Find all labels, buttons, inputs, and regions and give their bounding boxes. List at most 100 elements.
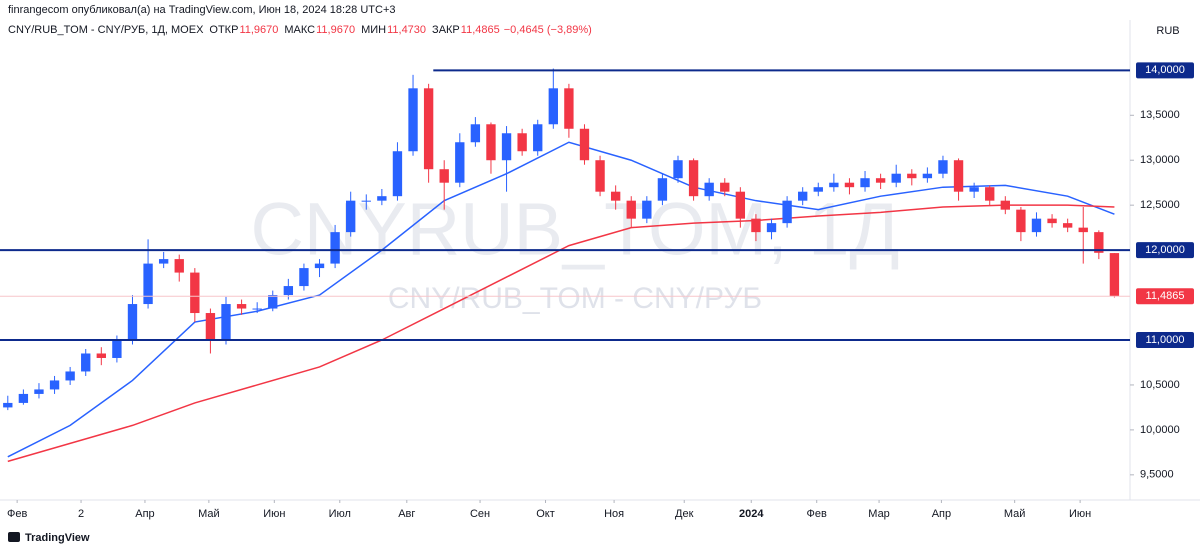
level-label-box — [1136, 62, 1194, 79]
candle-body — [112, 340, 122, 358]
y-tick-label: 13,5000 — [1140, 109, 1180, 121]
candle-body — [470, 124, 481, 143]
legend-item: МАКС — [284, 24, 315, 36]
candle-body — [127, 304, 138, 340]
x-tick-label: Ноя — [604, 508, 624, 520]
candle-body — [1109, 253, 1120, 297]
candle-body — [408, 88, 418, 152]
candle-body — [439, 169, 449, 183]
x-tick-label: Июн — [263, 508, 285, 520]
candle-body — [314, 263, 325, 269]
candle-body — [330, 232, 340, 264]
candle-body — [642, 200, 652, 219]
x-tick-label: Окт — [536, 508, 555, 520]
candle-body — [610, 191, 621, 201]
x-tick-label: Май — [1004, 508, 1026, 520]
candle-body — [517, 133, 527, 152]
candle-body — [190, 272, 200, 314]
logo-icon — [8, 532, 20, 542]
x-tick-label: Июн — [1069, 508, 1091, 520]
x-tick-label: Апр — [932, 508, 951, 520]
candle-body — [236, 304, 247, 309]
candle-body — [283, 286, 294, 296]
last-price-box — [1136, 288, 1194, 305]
candle-body — [501, 133, 512, 161]
candle-body — [860, 178, 870, 188]
legend-item: МИН — [361, 24, 386, 36]
x-tick-label: Июл — [329, 508, 351, 520]
legend-item: 11,9670 — [239, 24, 278, 36]
logo-text: TradingView — [25, 532, 90, 544]
publish-header: finrangecom опубликовал(а) на TradingVie… — [8, 4, 395, 16]
candle-body — [49, 380, 60, 390]
x-tick-label: Мар — [868, 508, 890, 520]
candle-body — [423, 88, 434, 170]
x-tick-label: Авг — [398, 508, 415, 520]
candle-body — [205, 313, 216, 340]
candle-body — [766, 223, 777, 233]
legend-item: 11,9670 — [316, 24, 355, 36]
candle-body — [533, 124, 543, 152]
moving-average — [7, 204, 1115, 463]
footer-logo[interactable]: TradingView — [8, 532, 90, 544]
candle-body — [657, 178, 668, 201]
last-price-label: 11,4865 — [1146, 290, 1185, 302]
legend-item: 11,4865 — [461, 24, 500, 36]
candle-body — [969, 187, 979, 192]
candle-body — [1047, 218, 1057, 224]
y-tick-label: 10,5000 — [1140, 379, 1180, 391]
level-label-box — [1136, 242, 1194, 259]
candle-body — [922, 173, 933, 179]
currency: RUB — [1156, 25, 1179, 37]
candle-body — [1000, 200, 1010, 210]
candle-body — [252, 308, 262, 310]
candle-body — [346, 200, 356, 233]
candle-body — [174, 259, 184, 273]
candle-body — [392, 151, 403, 197]
candle-body — [688, 160, 699, 197]
candle-body — [907, 173, 917, 179]
level-label: 11,0000 — [1146, 334, 1185, 346]
x-tick-label: 2 — [78, 508, 84, 520]
watermark-sub: CNY/RUB_TOM - CNY/РУБ — [388, 282, 762, 315]
candle-body — [875, 178, 886, 183]
candle-body — [299, 268, 309, 287]
x-tick-label: Май — [198, 508, 220, 520]
candle-body — [96, 353, 106, 358]
y-tick-label: 9,5000 — [1140, 469, 1174, 481]
candle-body — [34, 389, 44, 394]
candle-body — [813, 187, 823, 192]
candle-body — [65, 371, 75, 381]
candle-body — [564, 88, 574, 129]
legend-item: −0,4645 (−3,89%) — [504, 24, 592, 36]
candle-body — [720, 182, 730, 192]
x-tick-label: Апр — [135, 508, 154, 520]
candle-body — [1031, 218, 1042, 233]
legend-item: 11,4730 — [387, 24, 426, 36]
candle-body — [548, 88, 558, 125]
candle-body — [1062, 223, 1073, 228]
candle-body — [704, 182, 714, 197]
candle-body — [1016, 209, 1026, 233]
candle-body — [81, 353, 91, 372]
candle-body — [221, 304, 231, 340]
candle-body — [3, 402, 13, 408]
candle-body — [486, 124, 496, 161]
y-tick-label: 10,0000 — [1140, 424, 1180, 436]
candle-body — [673, 160, 683, 179]
candle-body — [735, 191, 746, 219]
candle-body — [268, 295, 278, 309]
x-tick-label: Дек — [675, 508, 694, 520]
candle-body — [798, 191, 808, 201]
candle-body — [1078, 227, 1088, 233]
candle-body — [953, 160, 964, 192]
candle-body — [829, 182, 839, 188]
legend-item: CNY/RUB_TOM - CNY/РУБ, 1Д, MOEX — [8, 24, 204, 36]
candle-body — [844, 182, 855, 188]
level-label: 14,0000 — [1145, 64, 1185, 76]
candle-body — [626, 200, 636, 219]
candle-body — [751, 218, 761, 233]
x-tick-label: Сен — [470, 508, 490, 520]
